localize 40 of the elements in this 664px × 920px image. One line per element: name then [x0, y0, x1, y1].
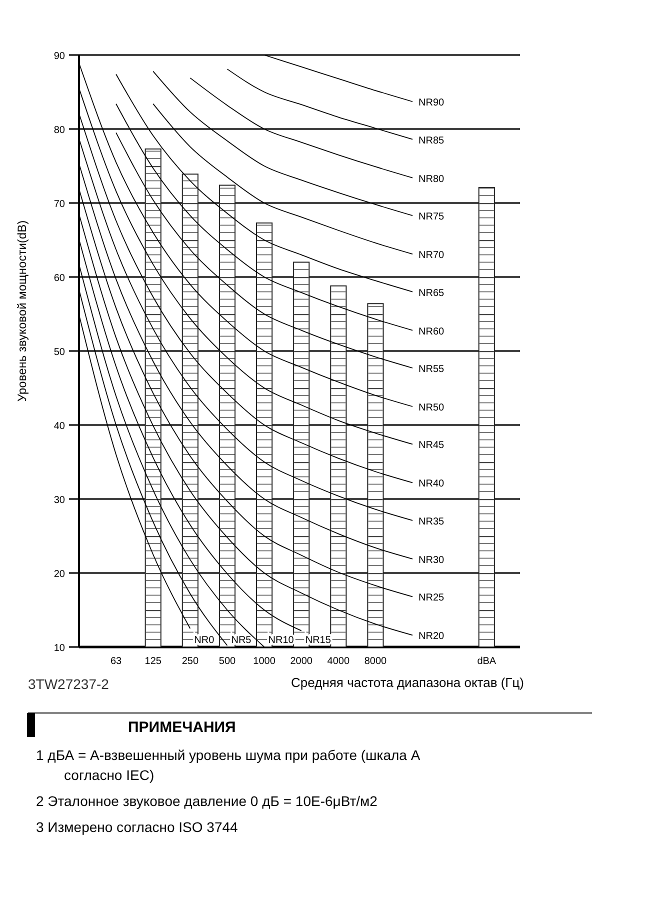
- series-label: NR30: [418, 554, 445, 566]
- text: 1 дБА = А-взвешенный уровень шума при работе (шкала А согласно IEC): [36, 747, 421, 783]
- series-label: NR60: [418, 326, 445, 338]
- series-label: NR85: [418, 135, 445, 146]
- series-label: NR45: [418, 440, 445, 452]
- series-label: NR65: [418, 288, 445, 299]
- y-tick-label: 10: [54, 643, 66, 654]
- series-label: NR90: [418, 98, 445, 109]
- x-axis-title: Средняя частота диапазона октав (Гц): [291, 675, 524, 690]
- series-label: NR40: [418, 478, 445, 490]
- x-tick-label: 8000: [364, 656, 388, 667]
- x-tick-label: 4000: [327, 656, 350, 667]
- x-tick-label: 63: [110, 656, 122, 667]
- x-tick-label: 1000: [253, 656, 276, 667]
- text: 3TW27237-2: [28, 676, 110, 692]
- series-label: NR20: [418, 631, 445, 642]
- x-tick-label: 125: [144, 656, 162, 667]
- text: ПРИМЕЧАНИЯ: [128, 719, 236, 736]
- text: 2 Эталонное звуковое давление 0 дБ = 10E-6μВт/м2: [36, 793, 378, 809]
- series-label: NR50: [418, 402, 445, 414]
- series-label: NR75: [418, 212, 445, 223]
- series-label: NR70: [418, 250, 445, 262]
- y-tick-label: 70: [54, 199, 66, 210]
- series-label: NR25: [418, 592, 445, 604]
- x-tick-label: 2000: [290, 656, 313, 667]
- series-label: NR80: [418, 174, 445, 185]
- y-axis-title: Уровень звуковой мощности(dB): [15, 220, 29, 402]
- y-tick-label: 40: [54, 421, 66, 432]
- x-tick-label: 500: [218, 656, 236, 667]
- x-tick-label: 250: [182, 656, 199, 667]
- y-tick-label: 50: [54, 347, 66, 358]
- series-label: NR55: [418, 364, 445, 376]
- y-tick-label: 60: [54, 273, 66, 284]
- x-tick-label: dBA: [477, 656, 496, 667]
- y-tick-label: 20: [54, 569, 66, 580]
- y-tick-label: 80: [54, 125, 66, 136]
- text: 3 Измерено согласно ISO 3744: [36, 819, 238, 835]
- series-label: NR35: [418, 516, 445, 528]
- y-tick-label: 90: [54, 51, 66, 62]
- y-tick-label: 30: [54, 495, 66, 506]
